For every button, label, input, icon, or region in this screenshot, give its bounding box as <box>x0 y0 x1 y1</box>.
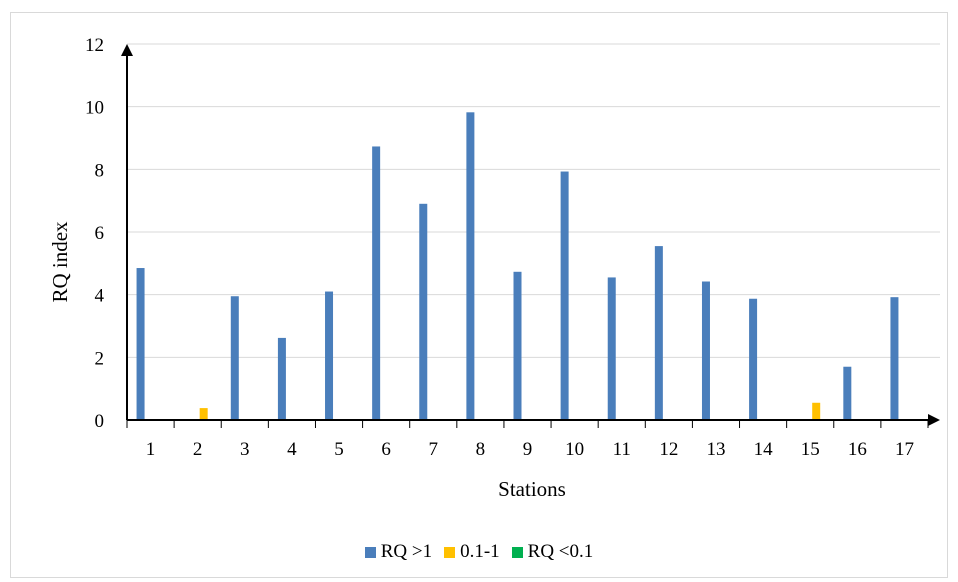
bar-rq-gt-1-station-6 <box>372 146 381 420</box>
legend: RQ >1 0.1-1 RQ <0.1 <box>0 540 958 564</box>
legend-item-rq-lt-0-1: RQ <0.1 <box>511 541 594 563</box>
bar-rq-gt-1-station-12 <box>654 246 663 420</box>
legend-label: RQ >1 <box>380 541 433 562</box>
x-tick-label: 13 <box>706 439 725 460</box>
x-tick-label: 6 <box>381 439 391 460</box>
x-tick-label: 15 <box>801 439 820 460</box>
legend-label: 0.1-1 <box>460 541 500 562</box>
y-axis-arrow-icon <box>121 44 133 56</box>
y-tick-label: 10 <box>85 98 104 119</box>
y-tick-label: 12 <box>85 35 104 56</box>
bar-rq-gt-1-station-3 <box>230 296 239 420</box>
y-tick-label: 4 <box>95 286 105 307</box>
bar-rq-gt-1-station-8 <box>466 112 475 420</box>
legend-swatch-yellow <box>444 546 456 558</box>
y-tick-label: 6 <box>95 223 105 244</box>
bar-rq-gt-1-station-10 <box>560 171 569 420</box>
bar-rq-gt-1-station-13 <box>701 281 710 420</box>
x-tick-label: 11 <box>613 439 631 460</box>
x-tick-label: 7 <box>429 439 439 460</box>
bar-rq-gt-1-station-14 <box>749 298 758 420</box>
y-axis-label: RQ index <box>48 221 72 303</box>
y-tick-labels: 0 2 4 6 8 10 12 <box>85 35 105 432</box>
bar-rq-gt-1-station-16 <box>843 366 852 420</box>
bar-rq-gt-1-station-7 <box>419 203 428 420</box>
x-tick-label: 17 <box>895 439 914 460</box>
bar-rq-gt-1-station-11 <box>607 277 616 420</box>
y-tick-label: 2 <box>95 348 105 369</box>
bar-0-1-to-1-station-15 <box>812 402 821 420</box>
legend-swatch-blue <box>364 546 376 558</box>
x-tick-label: 3 <box>240 439 250 460</box>
bar-rq-gt-1-station-17 <box>890 297 899 420</box>
bars <box>136 112 899 420</box>
x-tick-label: 10 <box>565 439 584 460</box>
x-tick-label: 12 <box>659 439 678 460</box>
x-tick-label: 4 <box>287 439 297 460</box>
x-axis-label: Stations <box>498 477 566 501</box>
x-tick-label: 9 <box>523 439 533 460</box>
gridlines <box>127 43 940 358</box>
bar-rq-gt-1-station-9 <box>513 271 522 420</box>
bar-rq-gt-1-station-4 <box>277 337 286 420</box>
x-tick-label: 1 <box>146 439 156 460</box>
x-tick-label: 16 <box>848 439 867 460</box>
legend-label: RQ <0.1 <box>527 541 594 562</box>
x-tick-label: 2 <box>193 439 203 460</box>
legend-swatch-green <box>511 546 523 558</box>
x-tick-label: 8 <box>476 439 486 460</box>
y-tick-label: 0 <box>95 411 105 432</box>
bar-0-1-to-1-station-2 <box>199 408 208 420</box>
bar-rq-gt-1-station-1 <box>136 268 145 420</box>
x-tick-labels: 1 2 3 4 5 6 7 8 9 10 11 12 13 14 15 16 17 <box>126 420 929 460</box>
legend-item-rq-gt-1: RQ >1 <box>364 541 433 563</box>
legend-item-0-1-to-1: 0.1-1 <box>444 541 500 563</box>
x-axis-arrow-icon <box>928 414 940 426</box>
y-tick-label: 8 <box>95 160 105 181</box>
axes <box>121 44 940 426</box>
x-tick-label: 5 <box>334 439 344 460</box>
bar-rq-gt-1-station-5 <box>325 291 334 420</box>
x-tick-label: 14 <box>754 439 774 460</box>
